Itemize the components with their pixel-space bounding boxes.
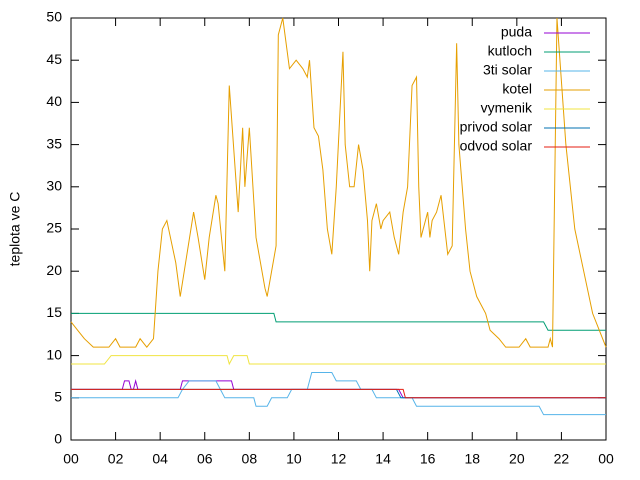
legend-label: kutloch <box>488 43 532 59</box>
y-tick-label: 5 <box>54 389 62 405</box>
legend-label: kotel <box>502 81 532 97</box>
y-tick-label: 25 <box>46 220 62 236</box>
y-tick-label: 45 <box>46 51 62 67</box>
legend-label: privod solar <box>460 119 533 135</box>
x-tick-label: 14 <box>375 451 391 467</box>
series-line <box>71 312 606 331</box>
y-tick-label: 20 <box>46 262 62 278</box>
legend-label: odvod solar <box>460 138 533 154</box>
y-tick-label: 35 <box>46 135 62 151</box>
x-tick-label: 20 <box>509 451 525 467</box>
x-tick-label: 00 <box>63 451 79 467</box>
x-tick-label: 22 <box>554 451 570 467</box>
x-tick-label: 16 <box>420 451 436 467</box>
y-axis-label: teplota ve C <box>7 192 23 267</box>
y-tick-label: 30 <box>46 178 62 194</box>
x-tick-label: 10 <box>286 451 302 467</box>
y-tick-label: 40 <box>46 93 62 109</box>
y-tick-label: 10 <box>46 346 62 362</box>
x-tick-label: 06 <box>197 451 213 467</box>
series-line <box>71 355 606 366</box>
x-tick-label: 12 <box>331 451 347 467</box>
series-line <box>71 388 606 399</box>
y-tick-label: 15 <box>46 304 62 320</box>
x-tick-label: 08 <box>242 451 258 467</box>
legend-label: 3ti solar <box>483 62 532 78</box>
y-tick-label: 50 <box>46 9 62 25</box>
plot-frame <box>70 17 607 441</box>
x-tick-label: 00 <box>598 451 614 467</box>
series-line <box>71 388 606 399</box>
y-tick-label: 0 <box>54 431 62 447</box>
series-line <box>70 17 607 348</box>
series-line <box>71 371 606 416</box>
legend-label: puda <box>501 24 532 40</box>
x-tick-label: 04 <box>152 451 168 467</box>
x-tick-label: 02 <box>108 451 124 467</box>
legend-label: vymenik <box>481 100 533 116</box>
x-tick-label: 18 <box>464 451 480 467</box>
